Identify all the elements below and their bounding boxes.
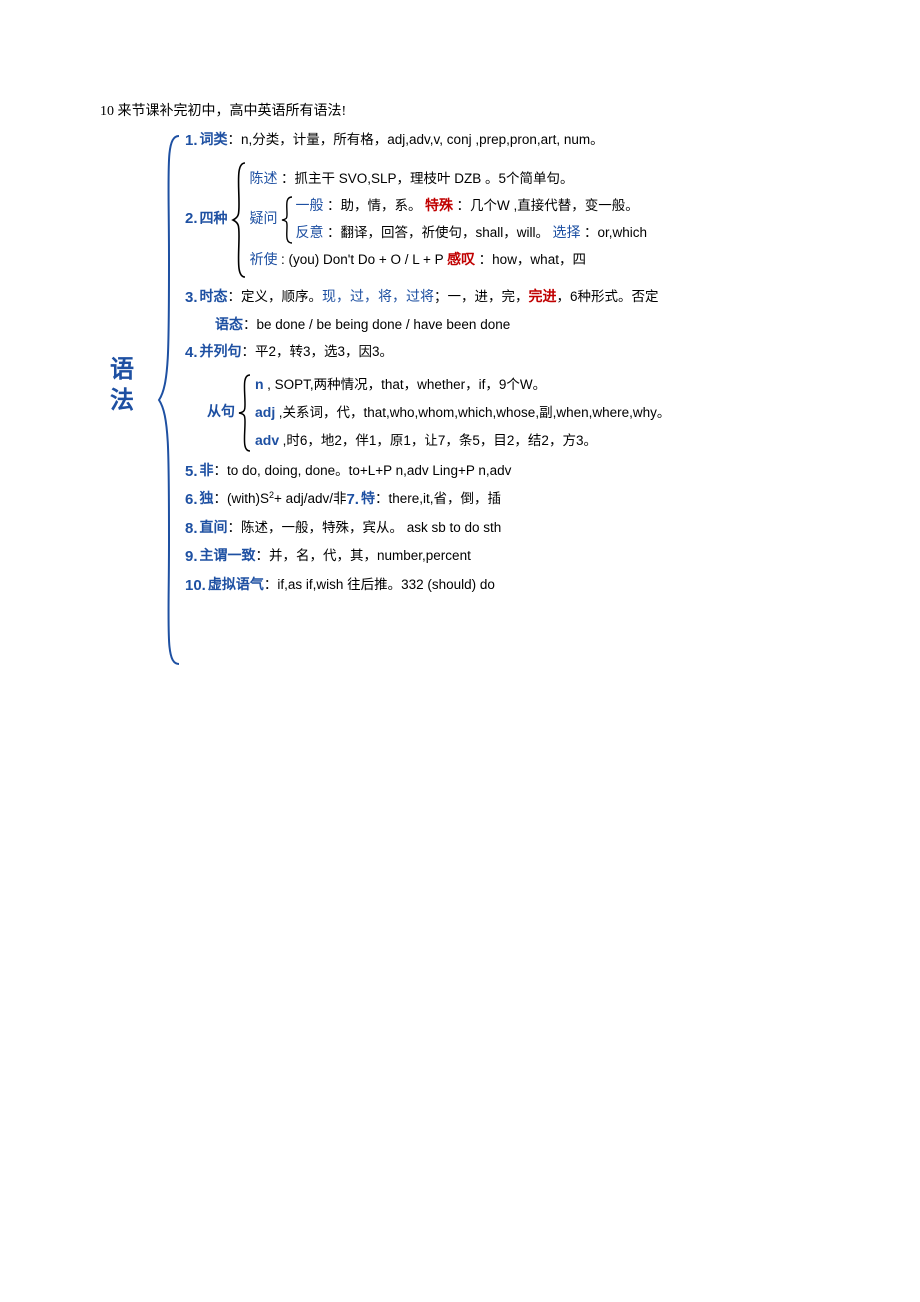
root-brace <box>155 130 183 670</box>
gantan-text: ：how，what，四 <box>479 252 586 267</box>
xuanze-text: ：or,which <box>584 225 647 240</box>
text-3a: ：定义，顺序。 <box>228 287 323 307</box>
yiwen-label: 疑问 <box>250 209 278 230</box>
teshu-label: 特殊 <box>425 199 453 214</box>
item-2-group: 2. 四种 陈述 ：抓主干 SVO,SLP，理枝叶 DZB 。5个简单句。 疑问 <box>185 159 870 281</box>
item-4-congju: 从句 n , SOPT,两种情况，that，whether，if，9个W。 ad… <box>207 371 870 455</box>
chenshu-text: ：抓主干 SVO,SLP，理枝叶 DZB 。5个简单句。 <box>281 171 574 186</box>
text-4: ：平2，转3，选3，因3。 <box>242 342 394 362</box>
item-8: 8. 直间 ：陈述，一般，特殊，宾从。 ask sb to do sth <box>185 518 870 541</box>
num-7: 7. <box>346 489 359 512</box>
text-3b: ；一，进，完， <box>434 287 529 307</box>
brace-congju <box>237 372 253 454</box>
item-4: 4. 并列句 ：平2，转3，选3，因3。 <box>185 342 870 365</box>
label-10: 虚拟语气 <box>208 575 264 596</box>
text-6b: + adj/adv/非 <box>274 489 346 509</box>
gantan-label: 感叹 <box>447 253 475 268</box>
line-yiban: 一般 ：助，情，系。 特殊 ：几个W ,直接代替，变一般。 <box>296 196 648 217</box>
text-10: ：if,as if,wish 往后推。332 (should) do <box>264 575 495 595</box>
fanyi-label: 反意 <box>296 226 324 241</box>
qishi-label: 祈使 <box>250 253 278 268</box>
text-5: ：to do, doing, done。to+L+P n,adv Ling+P … <box>214 461 512 481</box>
line-cj-adj: adj ,关系词，代，that,who,whom,which,whose,副,w… <box>255 402 670 424</box>
item-5: 5. 非 ：to do, doing, done。to+L+P n,adv Li… <box>185 461 870 484</box>
yutai-text: ：be done / be being done / have been don… <box>243 315 510 335</box>
item-3: 3. 时态 ：定义，顺序。 现，过，将，过将 ；一，进，完， 完进 ，6种形式。… <box>185 287 870 310</box>
page: 10 来节课补完初中，高中英语所有语法! 语法 1. 词类 ：n,分类，计量，所… <box>0 0 920 653</box>
line-yiwen-group: 疑问 一般 ：助，情，系。 特殊 ：几个W ,直接代替，变一般。 <box>250 193 648 247</box>
cj-adj-text: ,关系词，代，that,who,whom,which,whose,副,when,… <box>279 405 671 420</box>
page-heading: 10 来节课补完初中，高中英语所有语法! <box>100 100 870 120</box>
item-3-yutai: 语态 ：be done / be being done / have been … <box>215 315 870 336</box>
text-6a: ：(with)S <box>214 489 270 509</box>
qishi-text: : (you) Don't Do + O / L + P <box>281 252 447 267</box>
num-2: 2. <box>185 208 198 231</box>
num-9: 9. <box>185 546 198 569</box>
text-3c: ，6种形式。否定 <box>557 287 659 307</box>
chenshu-label: 陈述 <box>250 172 278 187</box>
yiban-label: 一般 <box>296 199 324 214</box>
label-7: 特 <box>361 489 375 510</box>
cj-adv-label: adv <box>255 432 279 448</box>
num-8: 8. <box>185 518 198 541</box>
grammar-diagram: 语法 1. 词类 ：n,分类，计量，所有格，adj,adv,v, conj ,p… <box>110 130 870 597</box>
label-3: 时态 <box>200 287 228 308</box>
cj-n-text: , SOPT,两种情况，that，whether，if，9个W。 <box>267 377 546 392</box>
yutai-label: 语态 <box>215 315 243 336</box>
fanyi-text: ：翻译，回答，祈使句，shall，will。 <box>327 225 549 240</box>
xuanze-label: 选择 <box>553 226 581 241</box>
text-7: ：there,it,省，倒，插 <box>375 489 501 509</box>
line-cj-adv: adv ,时6，地2，伴1，原1，让7，条5，目2，结2，方3。 <box>255 430 670 452</box>
item-9: 9. 主谓一致 ：并，名，代，其，number,percent <box>185 546 870 569</box>
yiban-text: ：助，情，系。 <box>327 198 422 213</box>
congju-lines: n , SOPT,两种情况，that，whether，if，9个W。 adj ,… <box>255 371 670 455</box>
num-5: 5. <box>185 461 198 484</box>
label-2: 四种 <box>200 209 228 230</box>
teshu-text: ：几个W ,直接代替，变一般。 <box>457 198 639 213</box>
cj-adv-text: ,时6，地2，伴1，原1，让7，条5，目2，结2，方3。 <box>283 433 597 448</box>
line-fanyi: 反意 ：翻译，回答，祈使句，shall，will。 选择 ：or,which <box>296 223 648 244</box>
num-1: 1. <box>185 130 198 153</box>
line-cj-n: n , SOPT,两种情况，that，whether，if，9个W。 <box>255 374 670 396</box>
cj-adj-label: adj <box>255 404 275 420</box>
brace-yiwen <box>280 194 294 246</box>
brace-sizong <box>230 159 248 281</box>
label-8: 直间 <box>200 518 228 539</box>
item-1: 1. 词类 ：n,分类，计量，所有格，adj,adv,v, conj ,prep… <box>185 130 870 153</box>
label-6: 独 <box>200 489 214 510</box>
label-1: 词类 <box>200 130 228 151</box>
item-6-7: 6. 独 ：(with)S2 + adj/adv/非 7. 特 ：there,i… <box>185 489 870 512</box>
cj-n-label: n <box>255 376 264 392</box>
yiwen-lines: 一般 ：助，情，系。 特殊 ：几个W ,直接代替，变一般。 反意 ：翻译，回答，… <box>296 193 648 247</box>
item-10: 10. 虚拟语气 ：if,as if,wish 往后推。332 (should)… <box>185 575 870 598</box>
label-4: 并列句 <box>200 342 242 363</box>
content-block: 1. 词类 ：n,分类，计量，所有格，adj,adv,v, conj ,prep… <box>185 130 870 597</box>
num-4: 4. <box>185 342 198 365</box>
text-3-wanjin: 完进 <box>529 287 557 308</box>
line-qishi: 祈使 : (you) Don't Do + O / L + P 感叹 ：how，… <box>250 250 648 271</box>
num-6: 6. <box>185 489 198 512</box>
text-9: ：并，名，代，其，number,percent <box>256 546 471 566</box>
label-9: 主谓一致 <box>200 546 256 567</box>
num-10: 10. <box>185 575 206 598</box>
text-1: ：n,分类，计量，所有格，adj,adv,v, conj ,prep,pron,… <box>228 130 604 150</box>
sizong-lines: 陈述 ：抓主干 SVO,SLP，理枝叶 DZB 。5个简单句。 疑问 一般 ：助… <box>250 166 648 274</box>
root-label: 语法 <box>110 355 134 417</box>
line-chenshu: 陈述 ：抓主干 SVO,SLP，理枝叶 DZB 。5个简单句。 <box>250 169 648 190</box>
text-3-xgj: 现，过，将，过将 <box>322 287 434 308</box>
text-8: ：陈述，一般，特殊，宾从。 ask sb to do sth <box>228 518 502 538</box>
congju-label: 从句 <box>207 402 235 423</box>
label-5: 非 <box>200 461 214 482</box>
num-3: 3. <box>185 287 198 310</box>
